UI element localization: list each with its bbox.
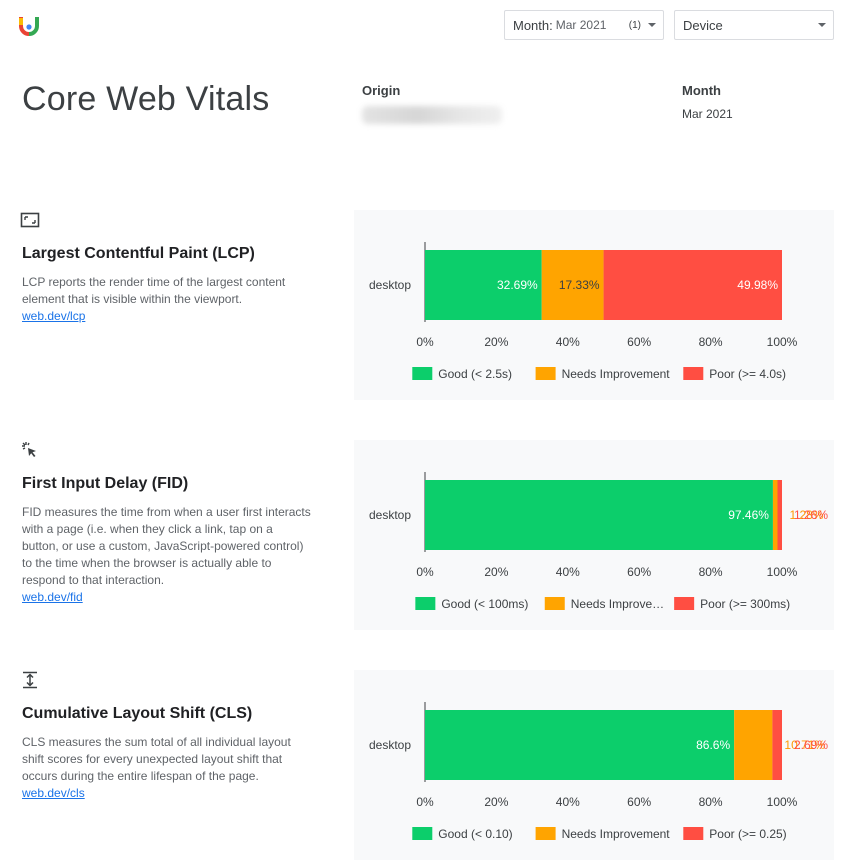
legend-label: Poor (>= 0.25)	[709, 827, 786, 841]
device-filter-dropdown[interactable]: Device	[674, 10, 834, 40]
month-filter-count: (1)	[628, 19, 641, 31]
cls-vertical-shift-icon	[23, 671, 37, 689]
x-tick-label: 0%	[416, 335, 434, 349]
x-tick-label: 0%	[416, 795, 434, 809]
legend-swatch-good	[415, 597, 436, 610]
legend-swatch-poor	[683, 827, 704, 840]
bar-segment-needs_improvement	[772, 480, 778, 550]
legend-swatch-poor	[683, 367, 704, 380]
cls-title: Cumulative Layout Shift (CLS)	[22, 705, 253, 722]
lcp-doc-link[interactable]: web.dev/lcp	[22, 309, 86, 323]
fid-doc-link[interactable]: web.dev/fid	[22, 590, 83, 604]
data-label: 1.28%	[790, 508, 824, 522]
cls-description: CLS measures the sum total of all indivi…	[22, 734, 312, 802]
bar-segment-good	[425, 480, 773, 550]
lcp-title: Largest Contentful Paint (LCP)	[22, 245, 255, 262]
origin-label: Origin	[362, 83, 401, 98]
legend-label: Good (< 2.5s)	[438, 367, 512, 381]
data-label: 10.71%	[784, 738, 825, 752]
legend-label: Good (< 100ms)	[441, 597, 528, 611]
legend-swatch-needs_improvement	[544, 597, 565, 610]
bar-segment-needs_improvement	[541, 250, 604, 320]
x-tick-label: 20%	[484, 795, 508, 809]
fid-title: First Input Delay (FID)	[22, 475, 189, 492]
legend-label: Needs Improvement	[562, 827, 671, 841]
fid-description-text: FID measures the time from when a user f…	[22, 505, 311, 587]
x-tick-label: 60%	[627, 795, 651, 809]
fid-section: First Input Delay (FID) FID measures the…	[0, 440, 843, 640]
data-label: 2.69%	[794, 738, 828, 752]
category-label: desktop	[369, 508, 411, 522]
month-filter-value: Mar 2021	[555, 18, 607, 32]
chevron-down-icon	[818, 23, 826, 27]
x-tick-label: 0%	[416, 565, 434, 579]
lcp-chart: desktop 32.69% 17.33% 49.98% 0% 20% 40% 60% 80% 1…	[369, 242, 798, 381]
legend-swatch-poor	[674, 597, 695, 610]
lcp-description-text: LCP reports the render time of the large…	[22, 275, 286, 306]
legend-label: Good (< 0.10)	[438, 827, 512, 841]
lcp-chart-panel: desktop 32.69% 17.33% 49.98% 0% 20% 40% 60% 80% 1…	[354, 210, 834, 400]
x-tick-label: 60%	[627, 565, 651, 579]
cls-doc-link[interactable]: web.dev/cls	[22, 786, 85, 800]
x-tick-label: 40%	[556, 565, 580, 579]
x-tick-label: 60%	[627, 335, 651, 349]
cls-chart: desktop 86.6% 10.71%2.69% 0% 20% 40% 60% 80% 100…	[369, 702, 828, 841]
cls-chart-panel: desktop 86.6% 10.71% 2.69% 0% 20% 40% 60% 80% 100…	[354, 670, 834, 860]
x-tick-label: 100%	[767, 565, 798, 579]
lcp-frame-icon	[20, 212, 40, 228]
lcp-description: LCP reports the render time of the large…	[22, 274, 312, 325]
page-title: Core Web Vitals	[22, 80, 270, 118]
month-filter-label: Month:	[513, 17, 553, 33]
legend-swatch-needs_improvement	[535, 367, 556, 380]
data-label: 49.98%	[737, 278, 778, 292]
data-label: 97.46%	[728, 508, 769, 522]
legend-swatch-needs_improvement	[535, 827, 556, 840]
month-label: Month	[682, 83, 721, 98]
x-tick-label: 100%	[767, 335, 798, 349]
legend-label: Poor (>= 300ms)	[700, 597, 790, 611]
cls-description-text: CLS measures the sum total of all indivi…	[22, 735, 291, 783]
data-label: 32.69%	[497, 278, 538, 292]
legend-label: Needs Improve…	[571, 597, 664, 611]
cls-section: Cumulative Layout Shift (CLS) CLS measur…	[0, 670, 843, 865]
chevron-down-icon	[648, 23, 656, 27]
legend-label: Needs Improvement	[562, 367, 671, 381]
x-tick-label: 80%	[699, 795, 723, 809]
fid-chart: desktop 97.46% 1.28%1.26% 0% 20% 40% 60% 80% 100…	[369, 472, 828, 611]
bar-segment-poor	[777, 480, 782, 550]
legend-label: Poor (>= 4.0s)	[709, 367, 786, 381]
x-tick-label: 80%	[699, 565, 723, 579]
bar-segment-needs_improvement	[734, 710, 773, 780]
bar-segment-good	[425, 250, 542, 320]
month-value: Mar 2021	[682, 107, 733, 121]
x-tick-label: 20%	[484, 335, 508, 349]
data-label: 1.26%	[794, 508, 828, 522]
data-label: 86.6%	[696, 738, 730, 752]
fid-description: FID measures the time from when a user f…	[22, 504, 312, 606]
legend-swatch-good	[412, 367, 433, 380]
bar-segment-good	[425, 710, 735, 780]
x-tick-label: 40%	[556, 795, 580, 809]
origin-value-redacted	[362, 106, 502, 124]
bar-segment-poor	[772, 710, 782, 780]
lcp-section: Largest Contentful Paint (LCP) LCP repor…	[0, 210, 843, 410]
x-tick-label: 20%	[484, 565, 508, 579]
data-label: 17.33%	[559, 278, 600, 292]
legend-swatch-good	[412, 827, 433, 840]
fid-cursor-click-icon	[22, 442, 36, 457]
fid-chart-panel: desktop 97.46% 1.28% 1.26% 0% 20% 40% 60% 80% 100…	[354, 440, 834, 630]
app-logo	[19, 17, 39, 36]
bar-segment-poor	[603, 250, 782, 320]
device-filter-label: Device	[683, 17, 723, 33]
x-tick-label: 100%	[767, 795, 798, 809]
month-filter-dropdown[interactable]: Month: Mar 2021 (1)	[504, 10, 664, 40]
category-label: desktop	[369, 278, 411, 292]
category-label: desktop	[369, 738, 411, 752]
x-tick-label: 80%	[699, 335, 723, 349]
x-tick-label: 40%	[556, 335, 580, 349]
